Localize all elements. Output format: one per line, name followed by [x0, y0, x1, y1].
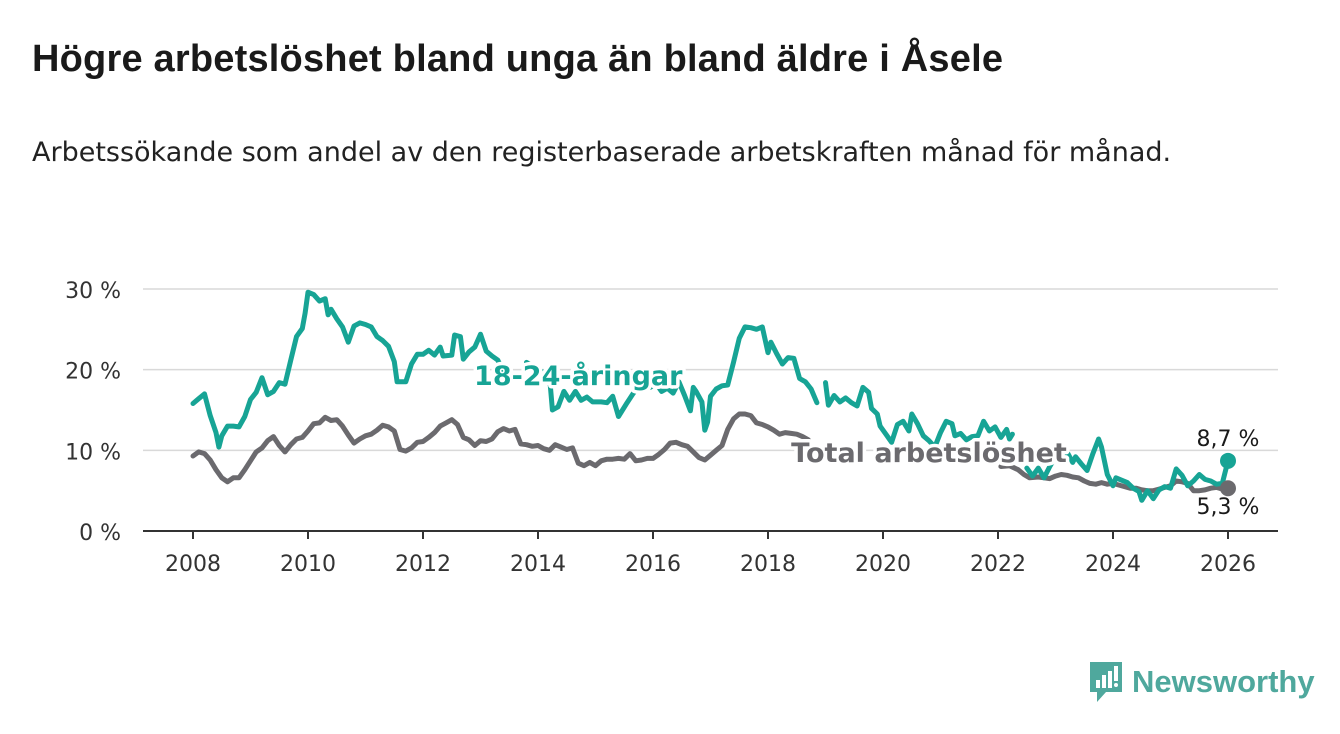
- y-tick-label: 20 %: [65, 360, 121, 385]
- end-marker-total: [1220, 480, 1236, 497]
- x-tick-label: 2022: [970, 552, 1026, 577]
- series-label-youth: 18-24-åringar: [474, 360, 683, 392]
- x-tick-label: 2008: [165, 552, 221, 577]
- series-line-youth: [524, 324, 820, 433]
- end-marker-youth: [1220, 452, 1236, 469]
- x-tick-label: 2020: [855, 552, 911, 577]
- series-line-youth: [190, 289, 506, 450]
- brand-name: Newsworthy: [1132, 664, 1315, 699]
- end-label-total: 5,3 %: [1197, 495, 1260, 520]
- x-tick-label: 2018: [740, 552, 796, 577]
- x-tick-label: 2024: [1085, 552, 1141, 577]
- y-axis: 0 % 10 % 20 % 30 %: [65, 279, 121, 546]
- chart-title: Högre arbetslöshet bland unga än bland ä…: [32, 38, 1004, 80]
- y-tick-label: 30 %: [65, 279, 121, 304]
- series-labels: 8,7 % 5,3 % 18-24-åringar Total arbetslöshe…: [471, 357, 1260, 520]
- x-tick-label: 2010: [280, 552, 336, 577]
- x-tick-label: 2026: [1200, 552, 1256, 577]
- end-label-youth: 8,7 %: [1197, 427, 1260, 452]
- series-label-total: Total arbetslöshet: [791, 438, 1067, 469]
- y-tick-label: 10 %: [65, 440, 121, 465]
- y-tick-label: 0 %: [79, 521, 121, 546]
- grid-lines: [143, 288, 1278, 452]
- x-tick-label: 2012: [395, 552, 451, 577]
- x-tick-label: 2014: [510, 552, 566, 577]
- series-group: [190, 289, 1236, 503]
- chart-subtitle: Arbetssökande som andel av den registerb…: [32, 137, 1172, 168]
- x-axis: 2008 2010 2012 2014 2016 2018 2020 2022 2024 2026: [143, 530, 1278, 577]
- series-line-youth: [1024, 436, 1231, 503]
- series-line-total: [190, 411, 811, 485]
- brand-logo: Newsworthy: [1088, 660, 1315, 704]
- newsworthy-icon: [1090, 662, 1122, 702]
- x-tick-label: 2016: [625, 552, 681, 577]
- series-line-youth: [823, 380, 1015, 450]
